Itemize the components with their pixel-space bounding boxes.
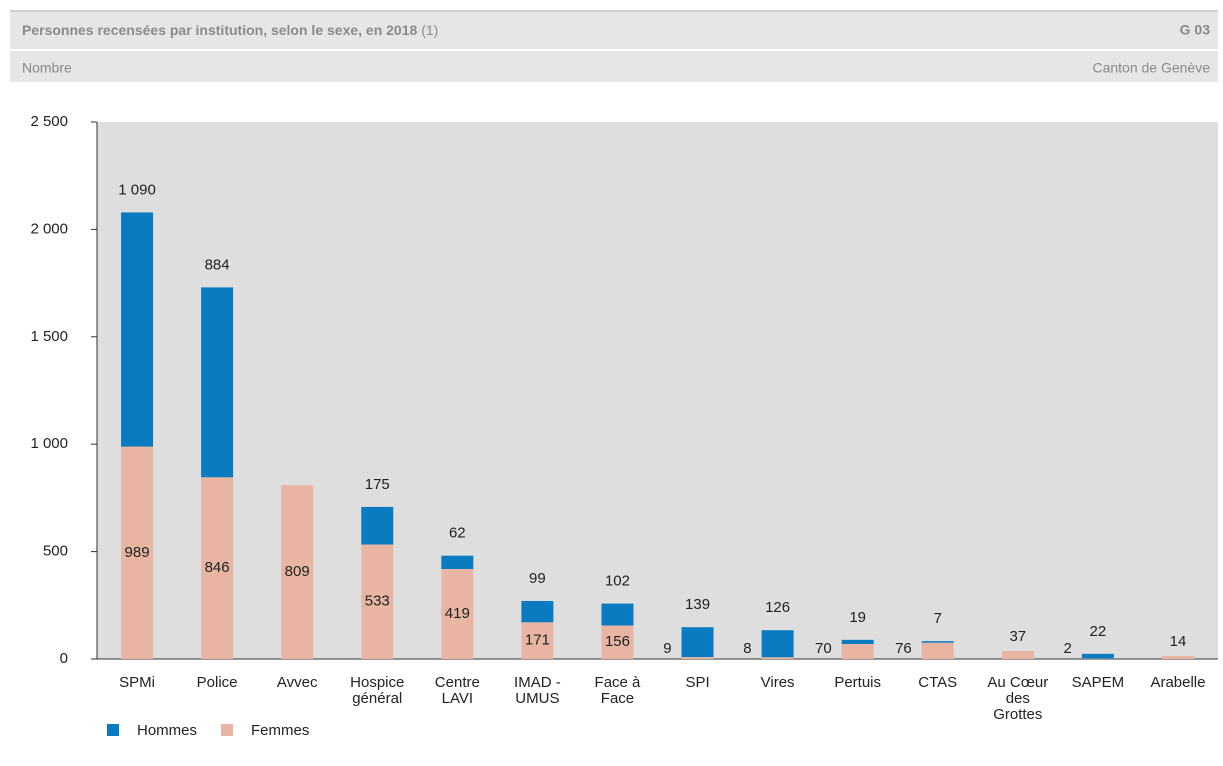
value-label: 70 [815, 640, 832, 657]
x-tick-label: UMUS [515, 690, 559, 707]
value-label: 126 [765, 599, 790, 616]
x-tick-label: Pertuis [834, 674, 881, 691]
value-label: 171 [525, 632, 550, 649]
bar-segment [121, 212, 154, 447]
x-tick-label: SPI [685, 674, 709, 691]
value-label: 102 [605, 573, 630, 590]
value-label: 22 [1090, 623, 1107, 640]
bar-segment [361, 544, 394, 659]
chart-code: G 03 [1180, 22, 1211, 38]
legend-swatch [107, 724, 119, 736]
x-tick-label: des [1006, 690, 1030, 707]
bar-segment [281, 485, 314, 659]
x-tick-label: général [352, 690, 402, 707]
x-tick-label: IMAD - [514, 674, 561, 691]
bar-segment [441, 568, 474, 659]
x-tick-label: Hospice [350, 674, 404, 691]
legend-label: Hommes [137, 722, 197, 739]
subtitle: Nombre [22, 60, 72, 76]
value-label: 809 [285, 563, 310, 580]
title-text: Personnes recensées par institution, sel… [22, 22, 418, 38]
bar-segment [201, 477, 234, 659]
bar-segment [841, 643, 874, 659]
title-note: (1) [421, 22, 438, 38]
x-tick-label: Avvec [277, 674, 318, 691]
chart-title: Personnes recensées par institution, sel… [22, 22, 438, 38]
bar-segment [521, 622, 554, 659]
bar-segment [601, 603, 634, 626]
bar-segment [1001, 651, 1034, 659]
x-tick-label: Face [601, 690, 634, 707]
value-label: 19 [849, 609, 866, 626]
x-tick-label: SPMi [119, 674, 155, 691]
value-label: 139 [685, 596, 710, 613]
y-tick-label: 0 [60, 650, 68, 667]
bar-segment [361, 506, 394, 545]
x-tick-label: Vires [761, 674, 795, 691]
bar-segment [201, 287, 234, 478]
bar-segment [841, 639, 874, 644]
x-tick-label: Arabelle [1150, 674, 1205, 691]
bar-segment [121, 446, 154, 659]
value-label: 8 [743, 640, 751, 657]
value-label: 156 [605, 633, 630, 650]
bar-segment [761, 657, 794, 659]
value-label: 99 [529, 570, 546, 587]
bar-segment [601, 625, 634, 659]
value-label: 9 [663, 640, 671, 657]
bar-segment [521, 601, 554, 623]
y-tick-label: 1 500 [30, 328, 68, 345]
value-label: 37 [1009, 628, 1026, 645]
value-label: 846 [205, 559, 230, 576]
x-tick-label: SAPEM [1072, 674, 1125, 691]
header-bg [10, 12, 1218, 82]
value-label: 1 090 [118, 181, 156, 198]
bar-segment [681, 657, 714, 659]
value-label: 533 [365, 593, 390, 610]
x-tick-label: CTAS [918, 674, 957, 691]
value-label: 7 [934, 610, 942, 627]
bar-segment [1161, 655, 1194, 659]
legend-label: Femmes [251, 722, 309, 739]
value-label: 175 [365, 476, 390, 493]
bar-segment [441, 555, 474, 569]
y-tick-label: 1 000 [30, 435, 68, 452]
bar-segment [761, 630, 794, 658]
x-tick-label: Face à [595, 674, 642, 691]
y-tick-label: 2 000 [30, 220, 68, 237]
value-label: 2 [1064, 640, 1072, 657]
value-label: 884 [205, 256, 230, 273]
y-tick-label: 500 [43, 543, 68, 560]
value-label: 76 [895, 640, 912, 657]
x-tick-label: Grottes [993, 706, 1042, 723]
value-label: 62 [449, 525, 466, 542]
bar-segment [921, 641, 954, 643]
legend-swatch [221, 724, 233, 736]
value-label: 14 [1170, 633, 1187, 650]
x-tick-label: Centre [435, 674, 480, 691]
x-tick-label: Police [197, 674, 238, 691]
bar-segment [1081, 653, 1114, 659]
y-tick-label: 2 500 [30, 113, 68, 130]
bar-segment [681, 627, 714, 658]
x-tick-label: LAVI [442, 690, 473, 707]
area: Canton de Genève [1092, 60, 1210, 76]
bar-segment [921, 642, 954, 659]
plot-bg [97, 122, 1218, 659]
x-tick-label: Au Cœur [987, 674, 1048, 691]
value-label: 989 [125, 544, 150, 561]
value-label: 419 [445, 605, 470, 622]
